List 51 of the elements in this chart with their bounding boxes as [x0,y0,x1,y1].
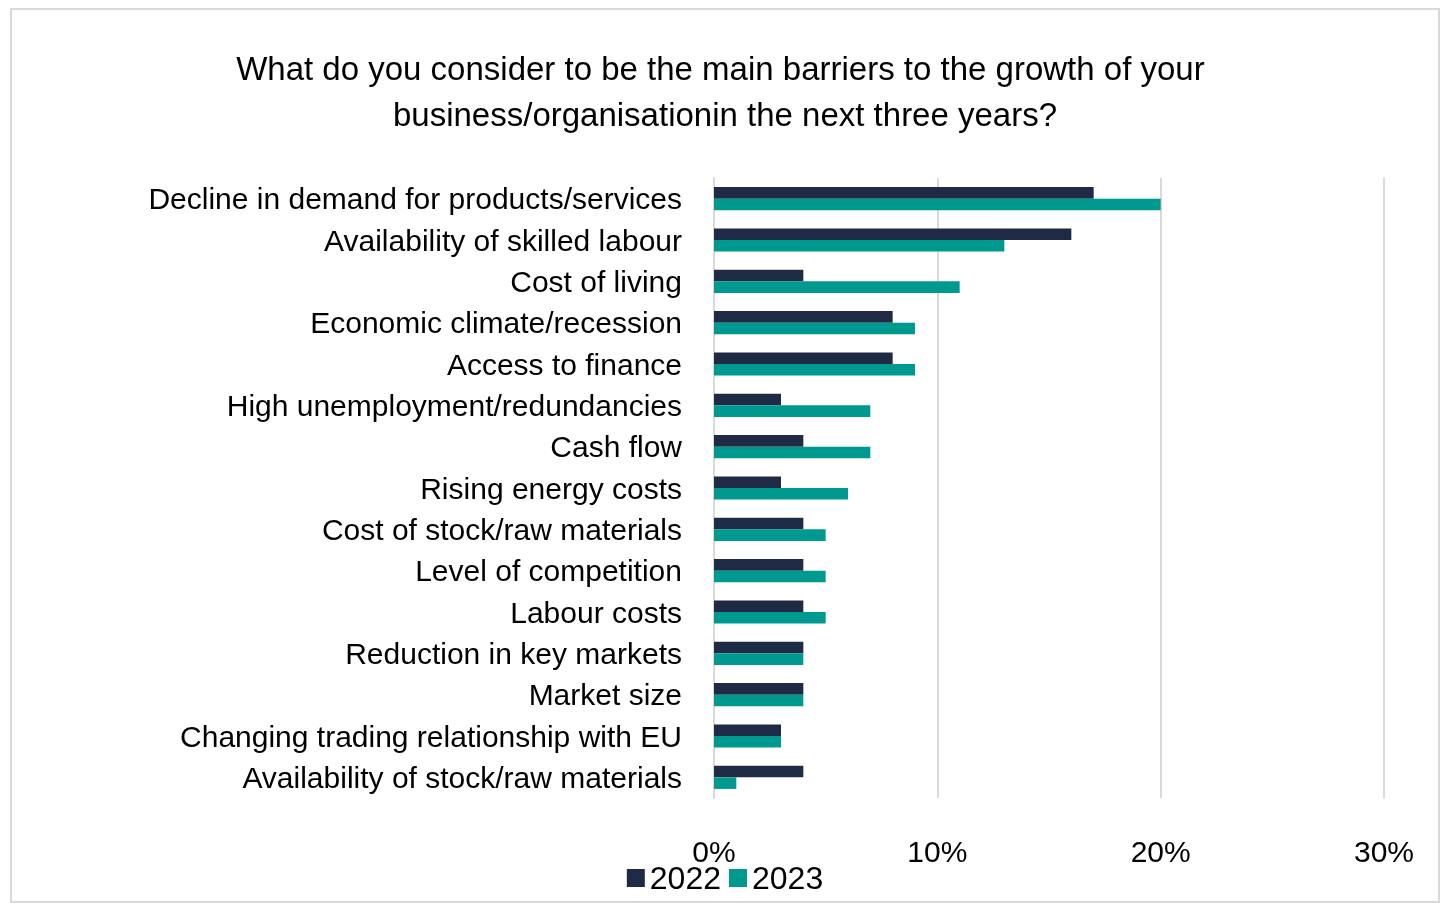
bar [714,446,871,459]
bar [714,240,1005,252]
bar [714,612,826,624]
legend-label: 2023 [752,860,824,896]
bar [714,517,804,530]
bar [714,736,781,748]
bar [714,694,804,707]
y-tick-label: Cost of stock/raw materials [321,512,682,546]
y-tick-label: Rising energy costs [420,471,682,505]
bar [714,724,781,736]
bar [714,364,915,376]
bar [714,559,804,571]
bar [714,435,804,447]
bar [714,352,893,364]
bar [714,641,804,654]
y-tick-label: Availability of skilled labour [324,223,682,257]
bar [714,529,826,541]
y-tick-label: Level of competition [415,554,682,588]
y-tick-label: Market size [528,678,682,712]
bar [714,322,915,335]
bar [714,683,804,695]
bar [714,653,804,665]
x-tick-label: 20% [1130,834,1191,868]
y-tick-label: Economic climate/recession [310,306,682,340]
y-tick-label: Availability of stock/raw materials [242,760,682,794]
y-tick-label: Labour costs [510,595,682,629]
bar [714,311,893,323]
bar [714,600,804,612]
x-tick-label: 30% [1353,834,1415,868]
bar [714,777,737,789]
bar [714,405,871,417]
y-tick-label: Cost of living [510,264,682,298]
x-tick-label: 10% [907,834,968,868]
bar [714,393,781,406]
x-tick-label: 0% [692,834,736,868]
bar [714,198,1161,211]
bar [714,281,960,293]
y-tick-label: Reduction in key markets [345,636,682,670]
y-tick-label: High unemployment/redundancies [226,388,682,422]
bar [714,570,826,583]
y-tick-label: Decline in demand for products/services [148,182,682,216]
bar [714,228,1072,240]
y-tick-label: Changing trading relationship with EU [180,719,682,753]
bar [714,476,781,488]
y-tick-label: Access to finance [446,347,682,381]
bar [714,488,848,500]
bar [714,765,804,778]
bar [714,187,1094,199]
y-tick-label: Cash flow [550,430,683,464]
chart-title: What do you consider to be the main barriers to the growth of your business/organisationin the next three years? [236,49,1214,133]
bar [714,269,804,282]
